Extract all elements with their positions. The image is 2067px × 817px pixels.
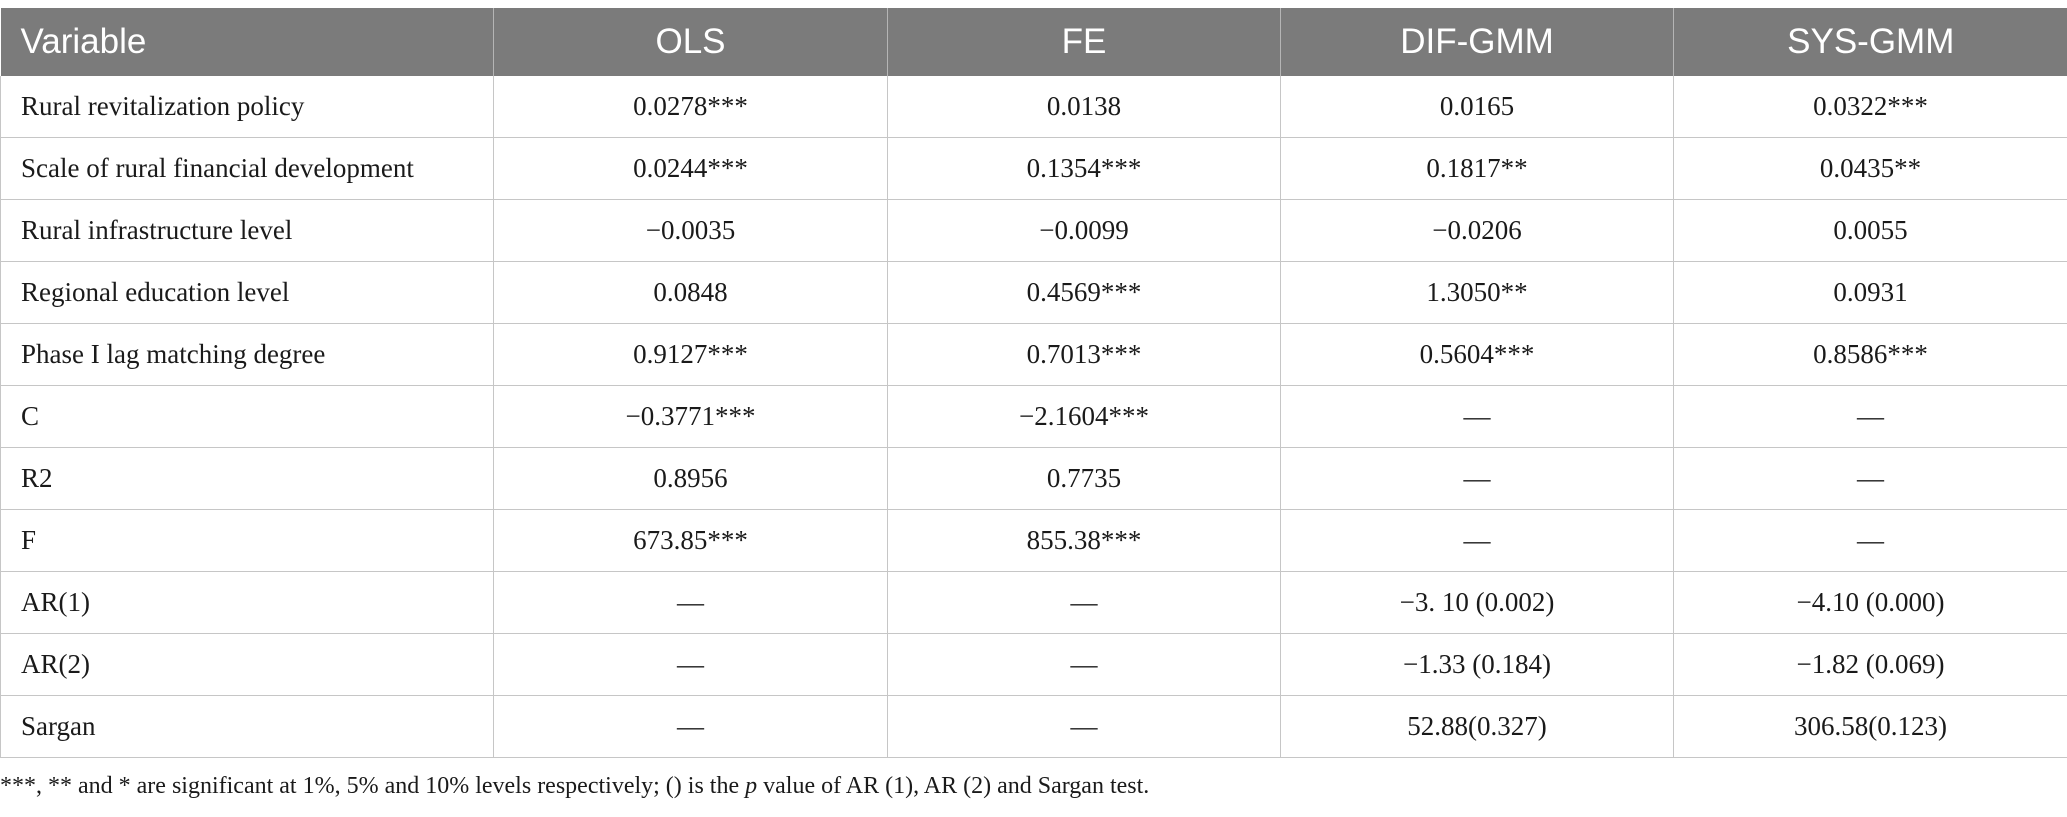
cell-variable: AR(1) bbox=[0, 571, 494, 634]
table-row: Rural infrastructure level −0.0035 −0.0099… bbox=[0, 199, 2067, 262]
cell-ols: 0.0244*** bbox=[493, 137, 888, 200]
cell-ols: 0.9127*** bbox=[493, 323, 888, 386]
cell-fe: 855.38*** bbox=[887, 509, 1281, 572]
cell-dif-gmm: — bbox=[1280, 509, 1674, 572]
table-row: F 673.85*** 855.38*** — — bbox=[0, 509, 2067, 572]
cell-variable: R2 bbox=[0, 447, 494, 510]
header-row: Variable OLS FE DIF-GMM SYS-GMM bbox=[0, 8, 2067, 76]
table-row: Regional education level 0.0848 0.4569*** 1… bbox=[0, 261, 2067, 324]
cell-sys-gmm: −1.82 (0.069) bbox=[1673, 633, 2067, 696]
cell-fe: — bbox=[887, 571, 1281, 634]
cell-ols: — bbox=[493, 633, 888, 696]
regression-table-container: Variable OLS FE DIF-GMM SYS-GMM Rural re… bbox=[0, 8, 2067, 758]
cell-variable: Scale of rural financial development bbox=[0, 137, 494, 200]
cell-variable: C bbox=[0, 385, 494, 448]
cell-fe: — bbox=[887, 695, 1281, 758]
table-row: AR(2) — — −1.33 (0.184) −1.82 (0.069) bbox=[0, 633, 2067, 696]
cell-sys-gmm: 0.0931 bbox=[1673, 261, 2067, 324]
header-sys-gmm: SYS-GMM bbox=[1787, 22, 1955, 61]
footnote-italic-p: p bbox=[745, 773, 758, 799]
cell-ols: 0.0278*** bbox=[493, 76, 888, 138]
header-fe: FE bbox=[887, 8, 1281, 76]
table-row: Rural revitalization policy 0.0278*** 0.01… bbox=[0, 76, 2067, 138]
cell-variable: F bbox=[0, 509, 494, 572]
cell-sys-gmm: 0.0435** bbox=[1673, 137, 2067, 200]
cell-sys-gmm: — bbox=[1673, 509, 2067, 572]
cell-sys-gmm: — bbox=[1673, 447, 2067, 510]
table-row: Sargan — —52.88(0.327) 306.58(0.123) bbox=[0, 695, 2067, 758]
footnote-text-after: value of AR (1), AR (2) and Sargan test. bbox=[757, 773, 1150, 799]
header-variable: Variable bbox=[0, 8, 494, 76]
cell-variable: Phase I lag matching degree bbox=[0, 323, 494, 386]
table-row: Scale of rural financial development 0.02… bbox=[0, 137, 2067, 200]
cell-fe: −0.0099 bbox=[887, 199, 1281, 262]
cell-fe: 0.4569*** bbox=[887, 261, 1281, 324]
cell-dif-gmm: −3. 10 (0.002) bbox=[1280, 571, 1674, 634]
cell-ols: — bbox=[493, 571, 888, 634]
cell-variable: Rural infrastructure level bbox=[0, 199, 494, 262]
cell-dif-gmm: −0.0206 bbox=[1280, 199, 1674, 262]
cell-fe: −2.1604*** bbox=[887, 385, 1281, 448]
cell-dif-gmm: 1.3050** bbox=[1280, 261, 1674, 324]
cell-dif-gmm: 0.5604*** bbox=[1280, 323, 1674, 386]
cell-ols: 0.0848 bbox=[493, 261, 888, 324]
table-body: Rural revitalization policy 0.0278*** 0.01… bbox=[0, 76, 2067, 758]
table-row: R2 0.8956 0.7735— — bbox=[0, 447, 2067, 510]
regression-results-table: Variable OLS FE DIF-GMM SYS-GMM Rural re… bbox=[0, 8, 2067, 758]
cell-ols: — bbox=[493, 695, 888, 758]
cell-ols: 673.85*** bbox=[493, 509, 888, 572]
cell-sys-gmm: 0.0322*** bbox=[1673, 76, 2067, 138]
cell-fe: 0.1354*** bbox=[887, 137, 1281, 200]
cell-dif-gmm: −1.33 (0.184) bbox=[1280, 633, 1674, 696]
cell-sys-gmm: 306.58(0.123) bbox=[1673, 695, 2067, 758]
footnote-text-before: ***, ** and * are significant at 1%, 5% … bbox=[0, 773, 746, 799]
cell-ols: 0.8956 bbox=[493, 447, 888, 510]
header-ols: OLS bbox=[493, 8, 888, 76]
cell-variable: Sargan bbox=[0, 695, 494, 758]
header-dif-gmm: DIF-GMM bbox=[1280, 8, 1674, 76]
cell-dif-gmm: 52.88(0.327) bbox=[1280, 695, 1674, 758]
cell-ols: −0.3771*** bbox=[493, 385, 888, 448]
cell-fe: 0.7013*** bbox=[887, 323, 1281, 386]
table-header: Variable OLS FE DIF-GMM SYS-GMM bbox=[0, 8, 2067, 76]
cell-dif-gmm: — bbox=[1280, 385, 1674, 448]
cell-fe: — bbox=[887, 633, 1281, 696]
cell-ols: −0.0035 bbox=[493, 199, 888, 262]
cell-sys-gmm: 0.0055 bbox=[1673, 199, 2067, 262]
cell-fe: 0.0138 bbox=[887, 76, 1281, 138]
cell-dif-gmm: 0.1817** bbox=[1280, 137, 1674, 200]
table-row: Phase I lag matching degree 0.9127*** 0.70… bbox=[0, 323, 2067, 386]
table-row: AR(1) — — −3. 10 (0.002) −4.10 (0.000) bbox=[0, 571, 2067, 634]
cell-sys-gmm: — bbox=[1673, 385, 2067, 448]
cell-dif-gmm: 0.0165 bbox=[1280, 76, 1674, 138]
cell-fe: 0.7735 bbox=[887, 447, 1281, 510]
table-footnote: ***, ** and * are significant at 1%, 5% … bbox=[0, 773, 1149, 800]
table-row: C −0.3771*** −2.1604*** — — bbox=[0, 385, 2067, 448]
cell-variable: Regional education level bbox=[0, 261, 494, 324]
cell-variable: AR(2) bbox=[0, 633, 494, 696]
cell-dif-gmm: — bbox=[1280, 447, 1674, 510]
cell-sys-gmm: −4.10 (0.000) bbox=[1673, 571, 2067, 634]
cell-sys-gmm: 0.8586*** bbox=[1673, 323, 2067, 386]
cell-variable: Rural revitalization policy bbox=[0, 76, 494, 138]
